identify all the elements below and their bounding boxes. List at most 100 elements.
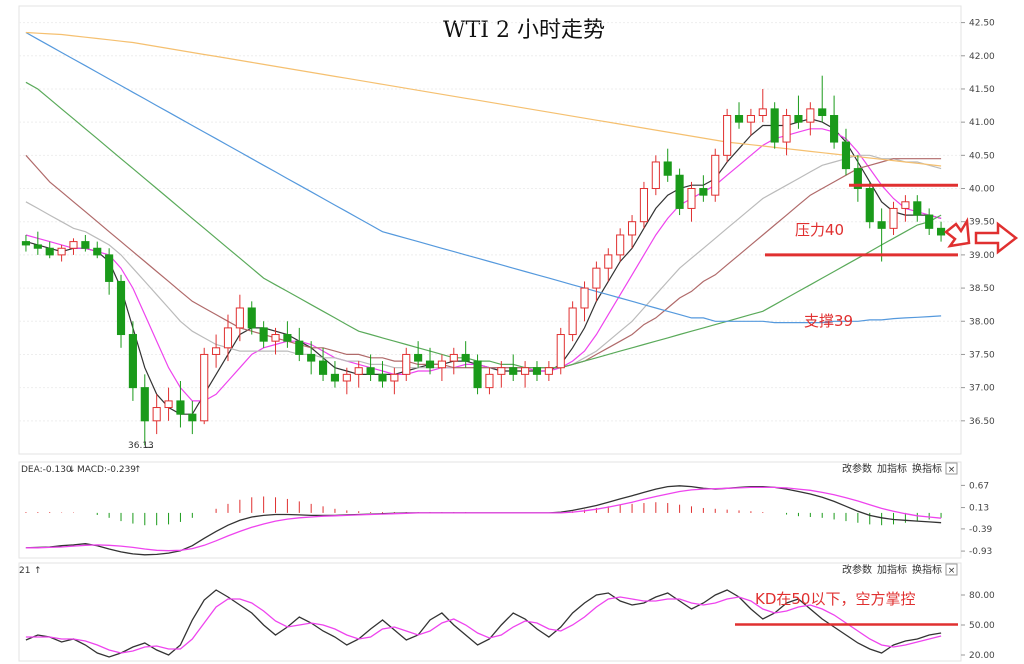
- candle: [877, 208, 886, 262]
- candle-body: [330, 373, 340, 382]
- candle-body: [711, 154, 720, 196]
- candle: [485, 367, 494, 395]
- candle: [366, 354, 375, 381]
- candle: [390, 367, 399, 395]
- y-tick-label: 39.00: [969, 251, 995, 261]
- y-tick-label: 50.00: [969, 621, 995, 631]
- macd-switch-indicator-button[interactable]: 换指标: [912, 462, 942, 475]
- kd-toolbar: 改参数 加指标 换指标 ×: [842, 563, 958, 576]
- y-tick-label: 42.50: [969, 19, 995, 29]
- up-arrow-icon: ↑: [134, 465, 142, 475]
- candle: [259, 321, 268, 348]
- candle: [152, 394, 161, 435]
- candle: [521, 361, 530, 388]
- main-y-axis: 42.50 42.00 41.50 41.00 40.50 40.00 39.50 39.00…: [961, 19, 995, 427]
- candle: [651, 155, 660, 196]
- y-tick-label: 38.50: [969, 284, 995, 294]
- arrow-right-icon: [974, 221, 1019, 255]
- candle-body: [247, 307, 256, 329]
- candle-body: [627, 221, 637, 236]
- candle: [105, 248, 114, 295]
- candle: [354, 361, 363, 388]
- candle-body: [889, 207, 898, 229]
- y-tick-label: 80.00: [969, 591, 995, 601]
- macd-change-params-button[interactable]: 改参数: [842, 462, 872, 475]
- candle: [45, 241, 54, 259]
- y-tick-label: 37.50: [969, 350, 995, 360]
- candle-body: [806, 108, 815, 123]
- candle: [223, 314, 233, 362]
- candle: [580, 281, 589, 322]
- kd-switch-indicator-button[interactable]: 换指标: [912, 563, 942, 576]
- kd-close-button[interactable]: [945, 563, 958, 576]
- panel-frames: [18, 5, 962, 662]
- candle-body: [865, 188, 874, 223]
- candle-body: [853, 168, 862, 190]
- candle-body: [116, 280, 126, 336]
- y-tick-label: 0.13: [969, 504, 989, 514]
- candle-body: [877, 221, 886, 229]
- candle-body: [152, 407, 161, 422]
- candle-body: [188, 413, 197, 422]
- macd-y-axis: 0.67 0.13 -0.39 -0.93: [961, 481, 993, 557]
- candle: [330, 361, 340, 388]
- candle-body: [212, 347, 221, 355]
- ma-line-ma20: [25, 154, 942, 369]
- candle-body: [651, 161, 660, 190]
- macd-close-button[interactable]: [945, 462, 958, 475]
- candle-body: [295, 340, 304, 355]
- ma-line-ma250: [25, 31, 942, 167]
- candle: [164, 387, 173, 421]
- y-tick-label: 36.50: [969, 417, 995, 427]
- kd-change-params-button[interactable]: 改参数: [842, 563, 872, 576]
- candle: [627, 215, 637, 249]
- candle-body: [830, 115, 839, 143]
- candle-body: [378, 373, 387, 382]
- resistance-label: 压力40: [795, 221, 844, 239]
- candle-body: [164, 400, 173, 409]
- candle: [212, 334, 221, 368]
- candle: [556, 327, 565, 375]
- candle: [758, 88, 767, 123]
- arrow-down-right-icon: [943, 217, 971, 248]
- y-tick-label: -0.39: [969, 525, 993, 535]
- candle: [639, 181, 649, 229]
- candle: [592, 261, 601, 302]
- candle: [604, 248, 613, 282]
- low-price-marker: 36.13: [128, 441, 154, 451]
- macd-toolbar: 改参数 加指标 换指标 ×: [842, 462, 958, 475]
- y-tick-label: 20.00: [969, 651, 995, 661]
- kd-d-line: [25, 596, 942, 654]
- macd-legend: DEA:-0.130 ↓ MACD:-0.239 ↑: [21, 465, 142, 475]
- candle: [402, 347, 411, 381]
- up-arrow-icon: ↑: [34, 566, 42, 576]
- candle-body: [532, 367, 542, 375]
- y-tick-label: 40.00: [969, 185, 995, 195]
- candle-body: [259, 327, 268, 342]
- candle-body: [901, 201, 910, 209]
- candle-body: [140, 387, 149, 422]
- kd-add-indicator-button[interactable]: 加指标: [877, 563, 907, 576]
- ma-line-ma60: [25, 81, 942, 369]
- macd-add-indicator-button[interactable]: 加指标: [877, 462, 907, 475]
- candle-body: [497, 367, 506, 375]
- macd-value: MACD:-0.239: [77, 465, 136, 475]
- candle: [782, 108, 791, 156]
- candle: [497, 361, 506, 388]
- candle-body: [473, 360, 482, 389]
- support-label: 支撑39: [804, 312, 853, 330]
- candle: [69, 238, 78, 255]
- candle: [663, 148, 672, 182]
- candle: [271, 327, 280, 355]
- candle: [81, 234, 90, 252]
- candle: [200, 347, 209, 425]
- candle: [378, 361, 387, 388]
- candle-body: [687, 188, 696, 209]
- candle-body: [437, 360, 446, 369]
- candle-body: [366, 367, 375, 375]
- candle-body: [283, 334, 292, 342]
- ma-line-ma5: [25, 118, 942, 415]
- candle: [913, 195, 922, 222]
- candle-body: [105, 254, 114, 282]
- candle: [723, 108, 732, 162]
